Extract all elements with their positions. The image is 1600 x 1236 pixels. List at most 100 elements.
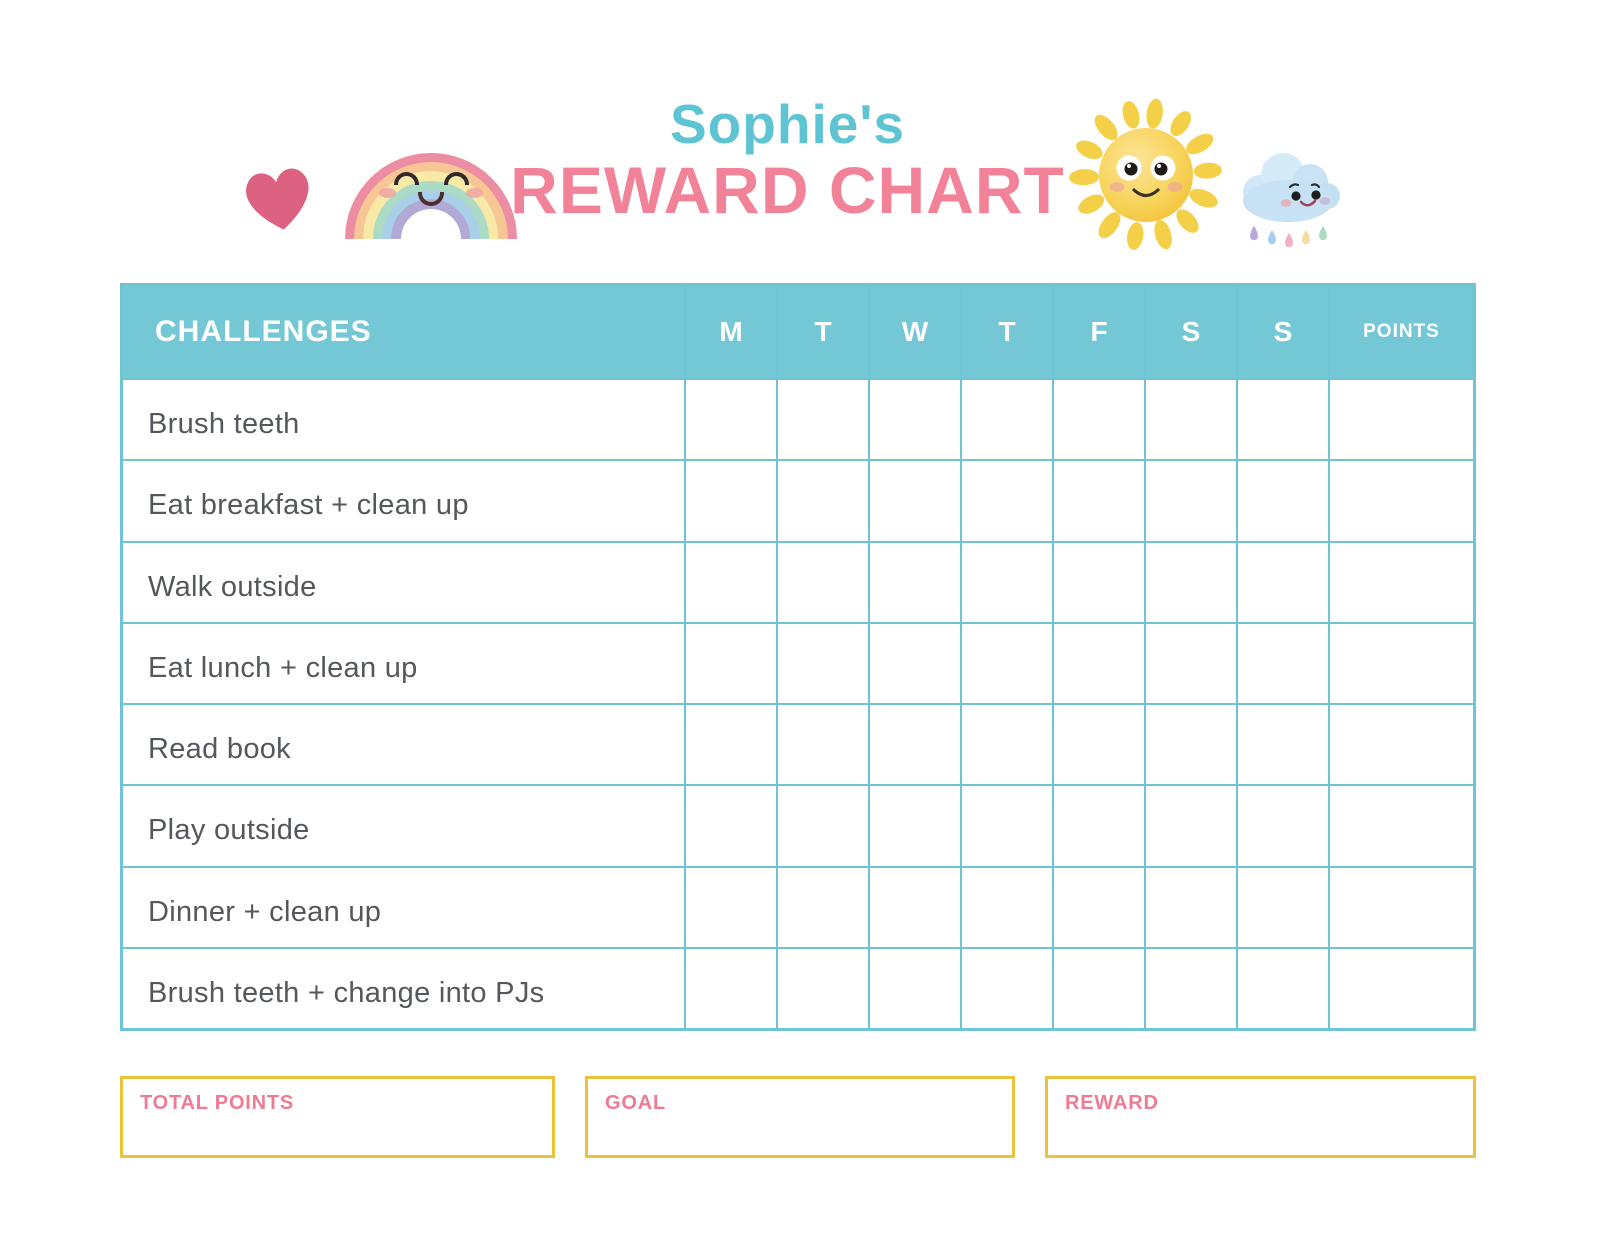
rainbow-eye-icon [394,172,419,185]
reward-table: CHALLENGES M T W T F S S POINTS Brush teeth Eat br… [120,283,1476,1031]
day-checkbox-cell-r7-c5[interactable] [1054,867,1144,947]
day-checkbox-cell-r2-c4[interactable] [962,461,1052,541]
column-header-day-7: S [1238,286,1328,378]
challenge-label-row-6: Play outside [123,786,684,866]
day-checkbox-cell-r5-c2[interactable] [778,705,868,785]
day-checkbox-cell-r1-c4[interactable] [962,380,1052,460]
day-checkbox-cell-r4-c2[interactable] [778,623,868,703]
column-header-points: POINTS [1330,286,1473,378]
day-checkbox-cell-r4-c3[interactable] [870,623,960,703]
day-checkbox-cell-r3-c2[interactable] [778,542,868,622]
day-checkbox-cell-r8-c6[interactable] [1146,948,1236,1028]
total-points-value[interactable] [140,1115,552,1145]
day-checkbox-cell-r7-c7[interactable] [1238,867,1328,947]
day-checkbox-cell-r5-c3[interactable] [870,705,960,785]
day-checkbox-cell-r3-c7[interactable] [1238,542,1328,622]
day-checkbox-cell-r1-c6[interactable] [1146,380,1236,460]
day-checkbox-cell-r7-c4[interactable] [962,867,1052,947]
title-block: Sophie's REWARD CHART [500,92,1075,228]
points-value-cell-r2[interactable] [1330,461,1473,541]
points-value-cell-r6[interactable] [1330,786,1473,866]
day-checkbox-cell-r5-c6[interactable] [1146,705,1236,785]
points-value-cell-r5[interactable] [1330,705,1473,785]
day-checkbox-cell-r7-c6[interactable] [1146,867,1236,947]
column-header-day-2: T [778,286,868,378]
points-value-cell-r3[interactable] [1330,542,1473,622]
rainbow-smile-icon [418,192,444,206]
day-checkbox-cell-r1-c3[interactable] [870,380,960,460]
day-checkbox-cell-r8-c2[interactable] [778,948,868,1028]
challenge-label-row-1: Brush teeth [123,380,684,460]
sun-icon [1064,98,1228,250]
reward-value[interactable] [1065,1115,1473,1145]
day-checkbox-cell-r7-c2[interactable] [778,867,868,947]
day-checkbox-cell-r1-c7[interactable] [1238,380,1328,460]
day-checkbox-cell-r2-c7[interactable] [1238,461,1328,541]
day-checkbox-cell-r4-c4[interactable] [962,623,1052,703]
challenge-label-row-8: Brush teeth + change into PJs [123,948,684,1028]
day-checkbox-cell-r8-c5[interactable] [1054,948,1144,1028]
column-header-day-5: F [1054,286,1144,378]
day-checkbox-cell-r4-c5[interactable] [1054,623,1144,703]
challenge-label-row-7: Dinner + clean up [123,867,684,947]
chart-header: Sophie's REWARD CHART [0,0,1600,270]
heart-icon [235,159,322,241]
day-checkbox-cell-r6-c3[interactable] [870,786,960,866]
day-checkbox-cell-r3-c6[interactable] [1146,542,1236,622]
footer-boxes: TOTAL POINTS GOAL REWARD [120,1076,1476,1158]
day-checkbox-cell-r4-c1[interactable] [686,623,776,703]
day-checkbox-cell-r8-c7[interactable] [1238,948,1328,1028]
day-checkbox-cell-r2-c3[interactable] [870,461,960,541]
goal-value[interactable] [605,1115,1012,1145]
total-points-box[interactable]: TOTAL POINTS [120,1076,555,1158]
day-checkbox-cell-r3-c4[interactable] [962,542,1052,622]
challenge-label-row-4: Eat lunch + clean up [123,623,684,703]
day-checkbox-cell-r6-c2[interactable] [778,786,868,866]
reward-box[interactable]: REWARD [1045,1076,1476,1158]
day-checkbox-cell-r4-c7[interactable] [1238,623,1328,703]
column-header-day-6: S [1146,286,1236,378]
day-checkbox-cell-r1-c5[interactable] [1054,380,1144,460]
day-checkbox-cell-r3-c1[interactable] [686,542,776,622]
day-checkbox-cell-r5-c7[interactable] [1238,705,1328,785]
rainbow-cheek-icon [379,188,396,198]
points-value-cell-r7[interactable] [1330,867,1473,947]
day-checkbox-cell-r2-c1[interactable] [686,461,776,541]
day-checkbox-cell-r8-c1[interactable] [686,948,776,1028]
day-checkbox-cell-r6-c1[interactable] [686,786,776,866]
day-checkbox-cell-r6-c6[interactable] [1146,786,1236,866]
day-checkbox-cell-r5-c1[interactable] [686,705,776,785]
day-checkbox-cell-r6-c7[interactable] [1238,786,1328,866]
day-checkbox-cell-r4-c6[interactable] [1146,623,1236,703]
reward-label: REWARD [1065,1092,1159,1114]
challenge-label-row-2: Eat breakfast + clean up [123,461,684,541]
challenge-label-row-3: Walk outside [123,542,684,622]
column-header-day-3: W [870,286,960,378]
day-checkbox-cell-r2-c2[interactable] [778,461,868,541]
day-checkbox-cell-r7-c3[interactable] [870,867,960,947]
day-checkbox-cell-r5-c5[interactable] [1054,705,1144,785]
column-header-challenges: CHALLENGES [123,286,684,378]
day-checkbox-cell-r8-c3[interactable] [870,948,960,1028]
points-value-cell-r8[interactable] [1330,948,1473,1028]
points-value-cell-r4[interactable] [1330,623,1473,703]
column-header-day-1: M [686,286,776,378]
day-checkbox-cell-r5-c4[interactable] [962,705,1052,785]
day-checkbox-cell-r6-c4[interactable] [962,786,1052,866]
day-checkbox-cell-r2-c5[interactable] [1054,461,1144,541]
day-checkbox-cell-r7-c1[interactable] [686,867,776,947]
day-checkbox-cell-r1-c2[interactable] [778,380,868,460]
rainbow-cheek-icon [466,188,483,198]
rainbow-eye-icon [444,172,469,185]
day-checkbox-cell-r8-c4[interactable] [962,948,1052,1028]
points-value-cell-r1[interactable] [1330,380,1473,460]
day-checkbox-cell-r3-c5[interactable] [1054,542,1144,622]
day-checkbox-cell-r2-c6[interactable] [1146,461,1236,541]
day-checkbox-cell-r3-c3[interactable] [870,542,960,622]
day-checkbox-cell-r6-c5[interactable] [1054,786,1144,866]
goal-box[interactable]: GOAL [585,1076,1015,1158]
rain-cloud-icon [1230,140,1348,250]
day-checkbox-cell-r1-c1[interactable] [686,380,776,460]
page-title: REWARD CHART [510,153,1065,227]
